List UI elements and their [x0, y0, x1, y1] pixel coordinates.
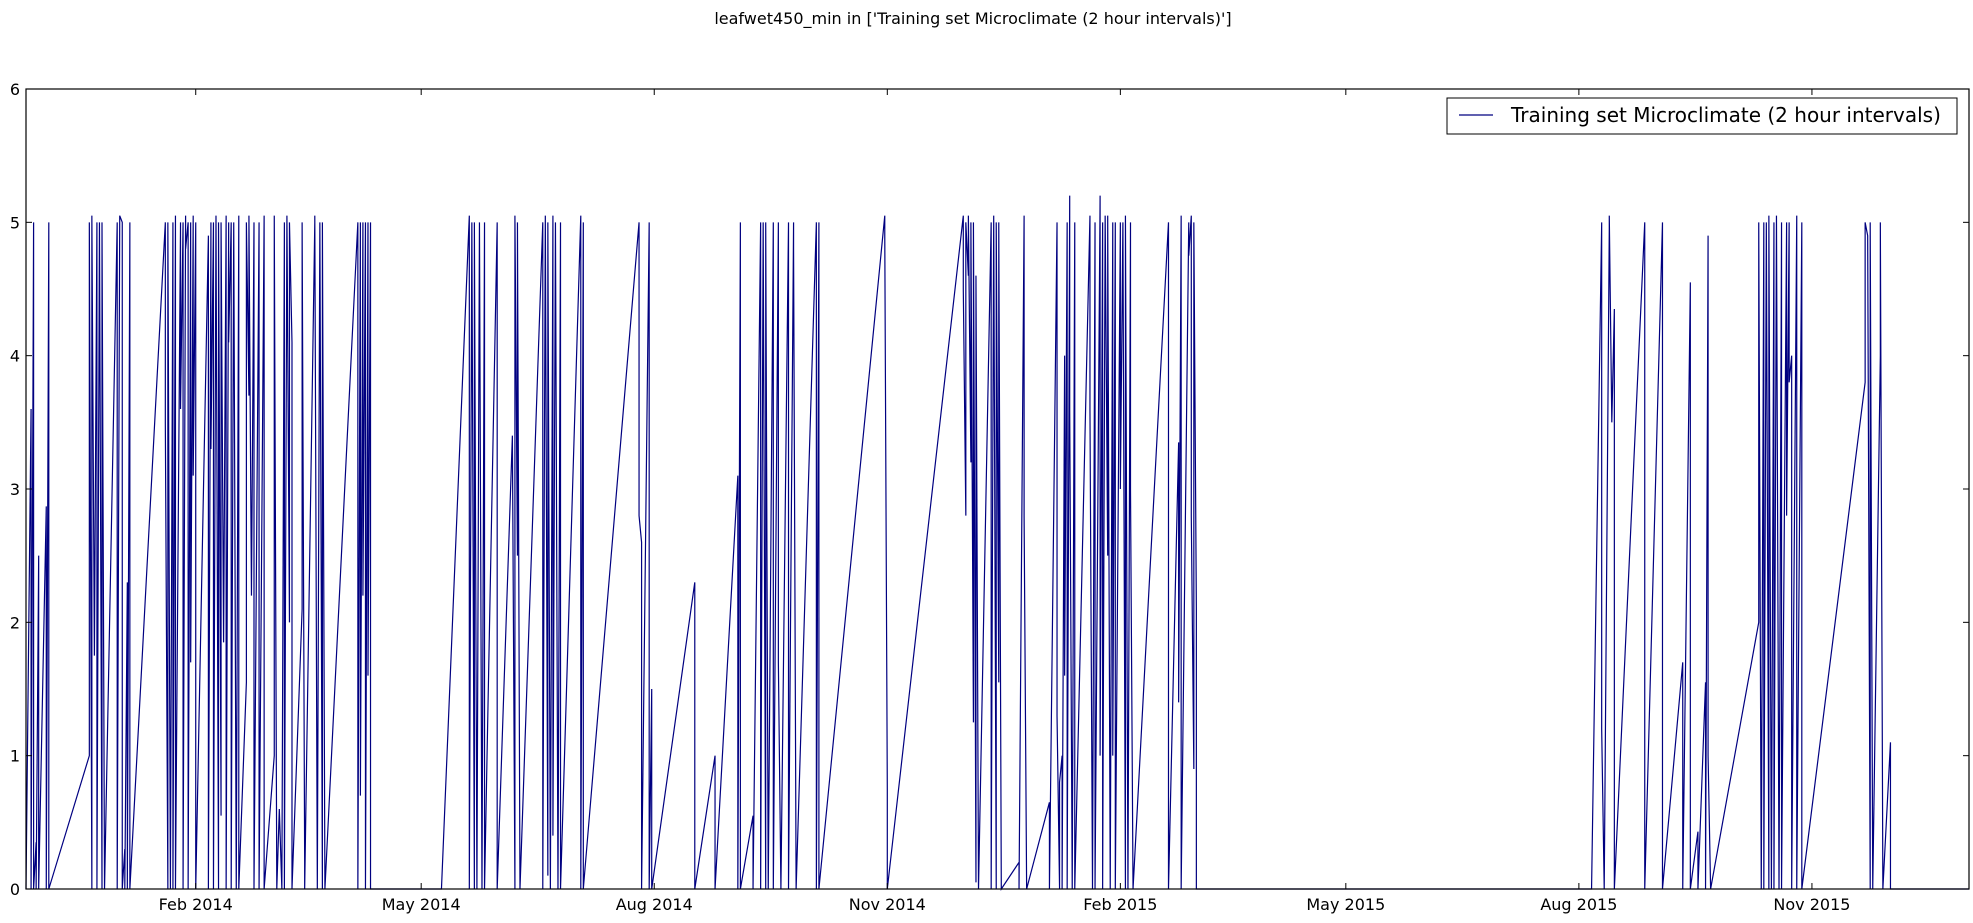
chart-title: leafwet450_min in ['Training set Microcl… [714, 9, 1231, 29]
legend: Training set Microclimate (2 hour interv… [1446, 97, 1958, 135]
y-tick-label: 4 [10, 347, 20, 366]
y-tick-label: 0 [10, 880, 20, 899]
x-tick-label: Nov 2015 [1773, 895, 1850, 914]
x-tick-label: Feb 2015 [1083, 895, 1157, 914]
x-tick-label: May 2014 [382, 895, 461, 914]
legend-box [1446, 97, 1958, 135]
x-tick-label: Feb 2014 [159, 895, 233, 914]
y-tick-label: 1 [10, 747, 20, 766]
x-tick-label: Aug 2014 [616, 895, 693, 914]
x-axis: Feb 2014 May 2014 Aug 2014 Nov 2014 Feb 2015… [159, 89, 1850, 914]
plot-area [25, 195, 1969, 891]
x-tick-label: Aug 2015 [1540, 895, 1617, 914]
y-tick-label: 5 [10, 213, 20, 232]
y-tick-label: 2 [10, 613, 20, 632]
y-axis: 0 1 2 3 4 5 6 [10, 80, 1969, 899]
x-tick-label: Nov 2014 [849, 895, 926, 914]
y-tick-label: 3 [10, 480, 20, 499]
series-line-0 [25, 195, 1969, 891]
x-tick-label: May 2015 [1306, 895, 1385, 914]
legend-label: Training set Microclimate (2 hour interv… [1510, 103, 1941, 127]
y-tick-label: 6 [10, 80, 20, 99]
